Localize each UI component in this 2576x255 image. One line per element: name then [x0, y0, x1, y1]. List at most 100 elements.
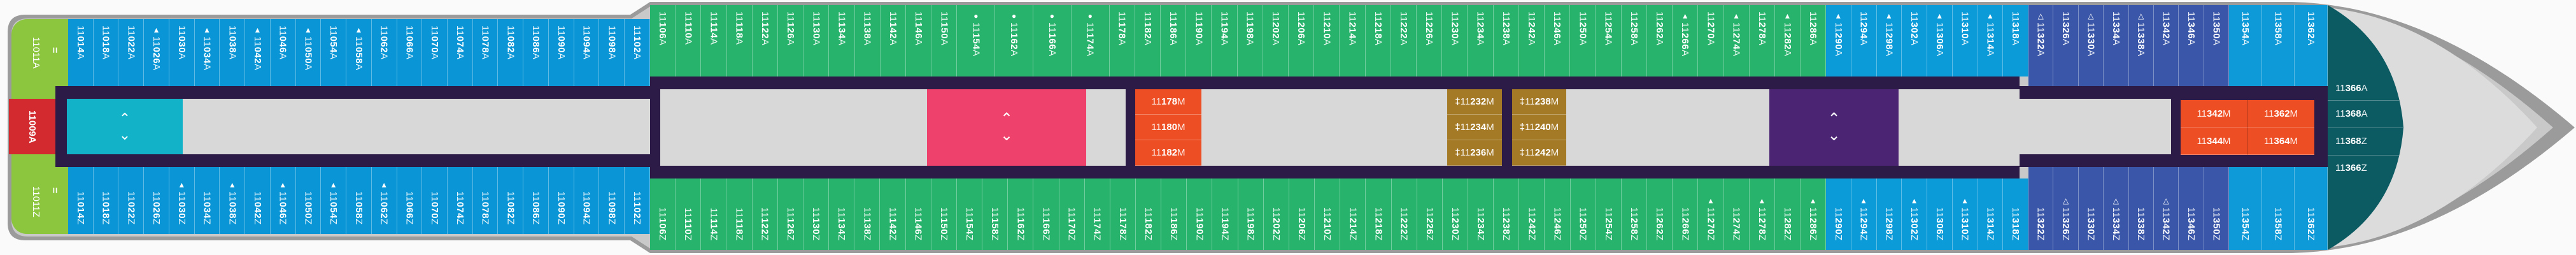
cabin-11310A[interactable]: 11310A	[1953, 5, 1978, 76]
cabin-11334Z[interactable]: △ 11334Z	[2104, 167, 2129, 250]
cabin-11070Z[interactable]: 11070Z	[422, 167, 448, 234]
cabin-11330Z[interactable]: 11330Z	[2079, 167, 2104, 250]
cabin-11274A[interactable]: ▲ 11274A	[1724, 5, 1750, 76]
cabin-11011Z[interactable]: 11011Z =	[11, 154, 68, 234]
cabin-11236M[interactable]: ‡ 11236M	[1447, 140, 1502, 166]
cabin-11322A[interactable]: △ 11322A	[2028, 5, 2054, 86]
cabin-11180M[interactable]: 11180M	[1135, 115, 1201, 140]
cabin-11182A[interactable]: 11182A	[1135, 5, 1161, 76]
cabin-11210A[interactable]: 11210A	[1314, 5, 1340, 76]
cabin-11018Z[interactable]: 11018Z	[94, 167, 119, 234]
cabin-11342A[interactable]: 11342A	[2154, 5, 2179, 86]
cabin-11202Z[interactable]: 11202Z	[1264, 178, 1289, 250]
cabin-11214Z[interactable]: 11214Z	[1340, 178, 1366, 250]
cabin-11038Z[interactable]: ▲ 11038Z	[220, 167, 246, 234]
cabin-11050Z[interactable]: 11050Z	[296, 167, 322, 234]
cabin-11238M[interactable]: ‡ 11238M	[1512, 89, 1566, 115]
cabin-11042A[interactable]: ▲ 11042A	[245, 19, 271, 86]
cabin-11234A[interactable]: 11234A	[1468, 5, 1494, 76]
cabin-11166Z[interactable]: 11166Z	[1033, 178, 1059, 250]
cabin-11262A[interactable]: 11262A	[1647, 5, 1673, 76]
cabin-11358A[interactable]: 11358A	[2262, 5, 2295, 86]
cabin-11366A[interactable]: 11366A	[2335, 83, 2368, 94]
cabin-11058A[interactable]: ▲ 11058A	[346, 19, 372, 86]
cabin-11278Z[interactable]: ▲ 11278Z	[1750, 178, 1775, 250]
cabin-11026Z[interactable]: 11026Z	[144, 167, 169, 234]
cabin-11218A[interactable]: 11218A	[1366, 5, 1391, 76]
cabin-11226A[interactable]: 11226A	[1417, 5, 1443, 76]
cabin-11354A[interactable]: 11354A	[2229, 5, 2262, 86]
cabin-11030Z[interactable]: ▲ 11030Z	[169, 167, 195, 234]
cabin-11126Z[interactable]: 11126Z	[778, 178, 803, 250]
cabin-11122Z[interactable]: 11122Z	[753, 178, 778, 250]
cabin-11310Z[interactable]: ▲ 11310Z	[1953, 178, 1978, 250]
cabin-11078Z[interactable]: 11078Z	[473, 167, 499, 234]
cabin-11030A[interactable]: 11030A	[169, 19, 195, 86]
cabin-11050A[interactable]: ▲ 11050A	[296, 19, 322, 86]
cabin-11162Z[interactable]: 11162Z	[1008, 178, 1034, 250]
cabin-11054A[interactable]: 11054A	[321, 19, 347, 86]
cabin-11306Z[interactable]: 11306Z	[1927, 178, 1953, 250]
cabin-11090Z[interactable]: 11090Z	[549, 167, 574, 234]
cabin-11118A[interactable]: 11118A	[727, 5, 753, 76]
cabin-11110A[interactable]: 11110A	[676, 5, 702, 76]
cabin-11234Z[interactable]: 11234Z	[1468, 178, 1494, 250]
cabin-11326A[interactable]: 11326A	[2053, 5, 2079, 86]
cabin-11190A[interactable]: 11190A	[1186, 5, 1212, 76]
cabin-11078A[interactable]: 11078A	[473, 19, 499, 86]
cabin-11238A[interactable]: 11238A	[1494, 5, 1519, 76]
cabin-11178M[interactable]: 11178M	[1135, 89, 1201, 115]
cabin-11146Z[interactable]: 11146Z	[906, 178, 931, 250]
cabin-11266A[interactable]: ▲ 11266A	[1673, 5, 1699, 76]
cabin-11302Z[interactable]: ▲ 11302Z	[1902, 178, 1927, 250]
cabin-11062A[interactable]: 11062A	[372, 19, 397, 86]
cabin-11206A[interactable]: 11206A	[1289, 5, 1315, 76]
cabin-11274Z[interactable]: 11274Z	[1724, 178, 1750, 250]
cabin-11166A[interactable]: ● 11166A	[1033, 5, 1072, 76]
elevator-aft[interactable]: ⌃ ⌄	[67, 99, 183, 154]
cabin-11326Z[interactable]: △ 11326Z	[2053, 167, 2079, 250]
cabin-11090A[interactable]: 11090A	[549, 19, 574, 86]
cabin-11246Z[interactable]: 11246Z	[1545, 178, 1571, 250]
cabin-11082A[interactable]: 11082A	[498, 19, 524, 86]
cabin-11362M[interactable]: 11362M	[2247, 100, 2314, 127]
cabin-11042Z[interactable]: 11042Z	[245, 167, 271, 234]
cabin-11178Z[interactable]: 11178Z	[1110, 178, 1136, 250]
cabin-11334A[interactable]: 11334A	[2104, 5, 2129, 86]
cabin-11250Z[interactable]: 11250Z	[1571, 178, 1596, 250]
cabin-11366Z[interactable]: 11366Z	[2335, 163, 2367, 173]
cabin-11294Z[interactable]: ▲ 11294Z	[1851, 178, 1877, 250]
cabin-11134A[interactable]: 11134A	[829, 5, 855, 76]
cabin-11350A[interactable]: 11350A	[2204, 5, 2229, 86]
cabin-11070A[interactable]: 11070A	[422, 19, 448, 86]
cabin-11234M[interactable]: ‡ 11234M	[1447, 115, 1502, 140]
cabin-11138Z[interactable]: 11138Z	[854, 178, 881, 250]
cabin-11114A[interactable]: 11114A	[701, 5, 727, 76]
cabin-11022A[interactable]: 11022A	[118, 19, 145, 86]
cabin-11011A[interactable]: 11011A =	[11, 19, 68, 99]
cabin-11290Z[interactable]: 11290Z	[1826, 178, 1851, 250]
cabin-11364M[interactable]: 11364M	[2247, 127, 2314, 155]
cabin-11062Z[interactable]: ▲ 11062Z	[372, 167, 397, 234]
cabin-11346Z[interactable]: 11346Z	[2179, 167, 2204, 250]
cabin-11114Z[interactable]: 11114Z	[701, 178, 727, 250]
cabin-11198A[interactable]: 11198A	[1238, 5, 1263, 76]
cabin-11130Z[interactable]: 11130Z	[803, 178, 830, 250]
cabin-11142A[interactable]: 11142A	[881, 5, 907, 76]
cabin-11230A[interactable]: 11230A	[1442, 5, 1468, 76]
cabin-11368A[interactable]: 11368A	[2335, 108, 2368, 119]
cabin-11134Z[interactable]: 11134Z	[829, 178, 855, 250]
cabin-11158Z[interactable]: 11158Z	[982, 178, 1008, 250]
cabin-11058Z[interactable]: 11058Z	[346, 167, 372, 234]
cabin-11046A[interactable]: 11046A	[271, 19, 296, 86]
cabin-11344M[interactable]: 11344M	[2181, 127, 2247, 155]
cabin-11194A[interactable]: 11194A	[1212, 5, 1238, 76]
cabin-11306A[interactable]: ▲ 11306A	[1927, 5, 1953, 76]
cabin-11314A[interactable]: ▲ 11314A	[1978, 5, 2004, 76]
cabin-11338Z[interactable]: 11338Z	[2129, 167, 2154, 250]
cabin-11198Z[interactable]: 11198Z	[1238, 178, 1264, 250]
cabin-11240M[interactable]: ‡ 11240M	[1512, 115, 1566, 140]
cabin-11018A[interactable]: 11018A	[94, 19, 119, 86]
cabin-11290A[interactable]: ▲ 11290A	[1826, 5, 1851, 76]
cabin-11130A[interactable]: 11130A	[803, 5, 830, 76]
